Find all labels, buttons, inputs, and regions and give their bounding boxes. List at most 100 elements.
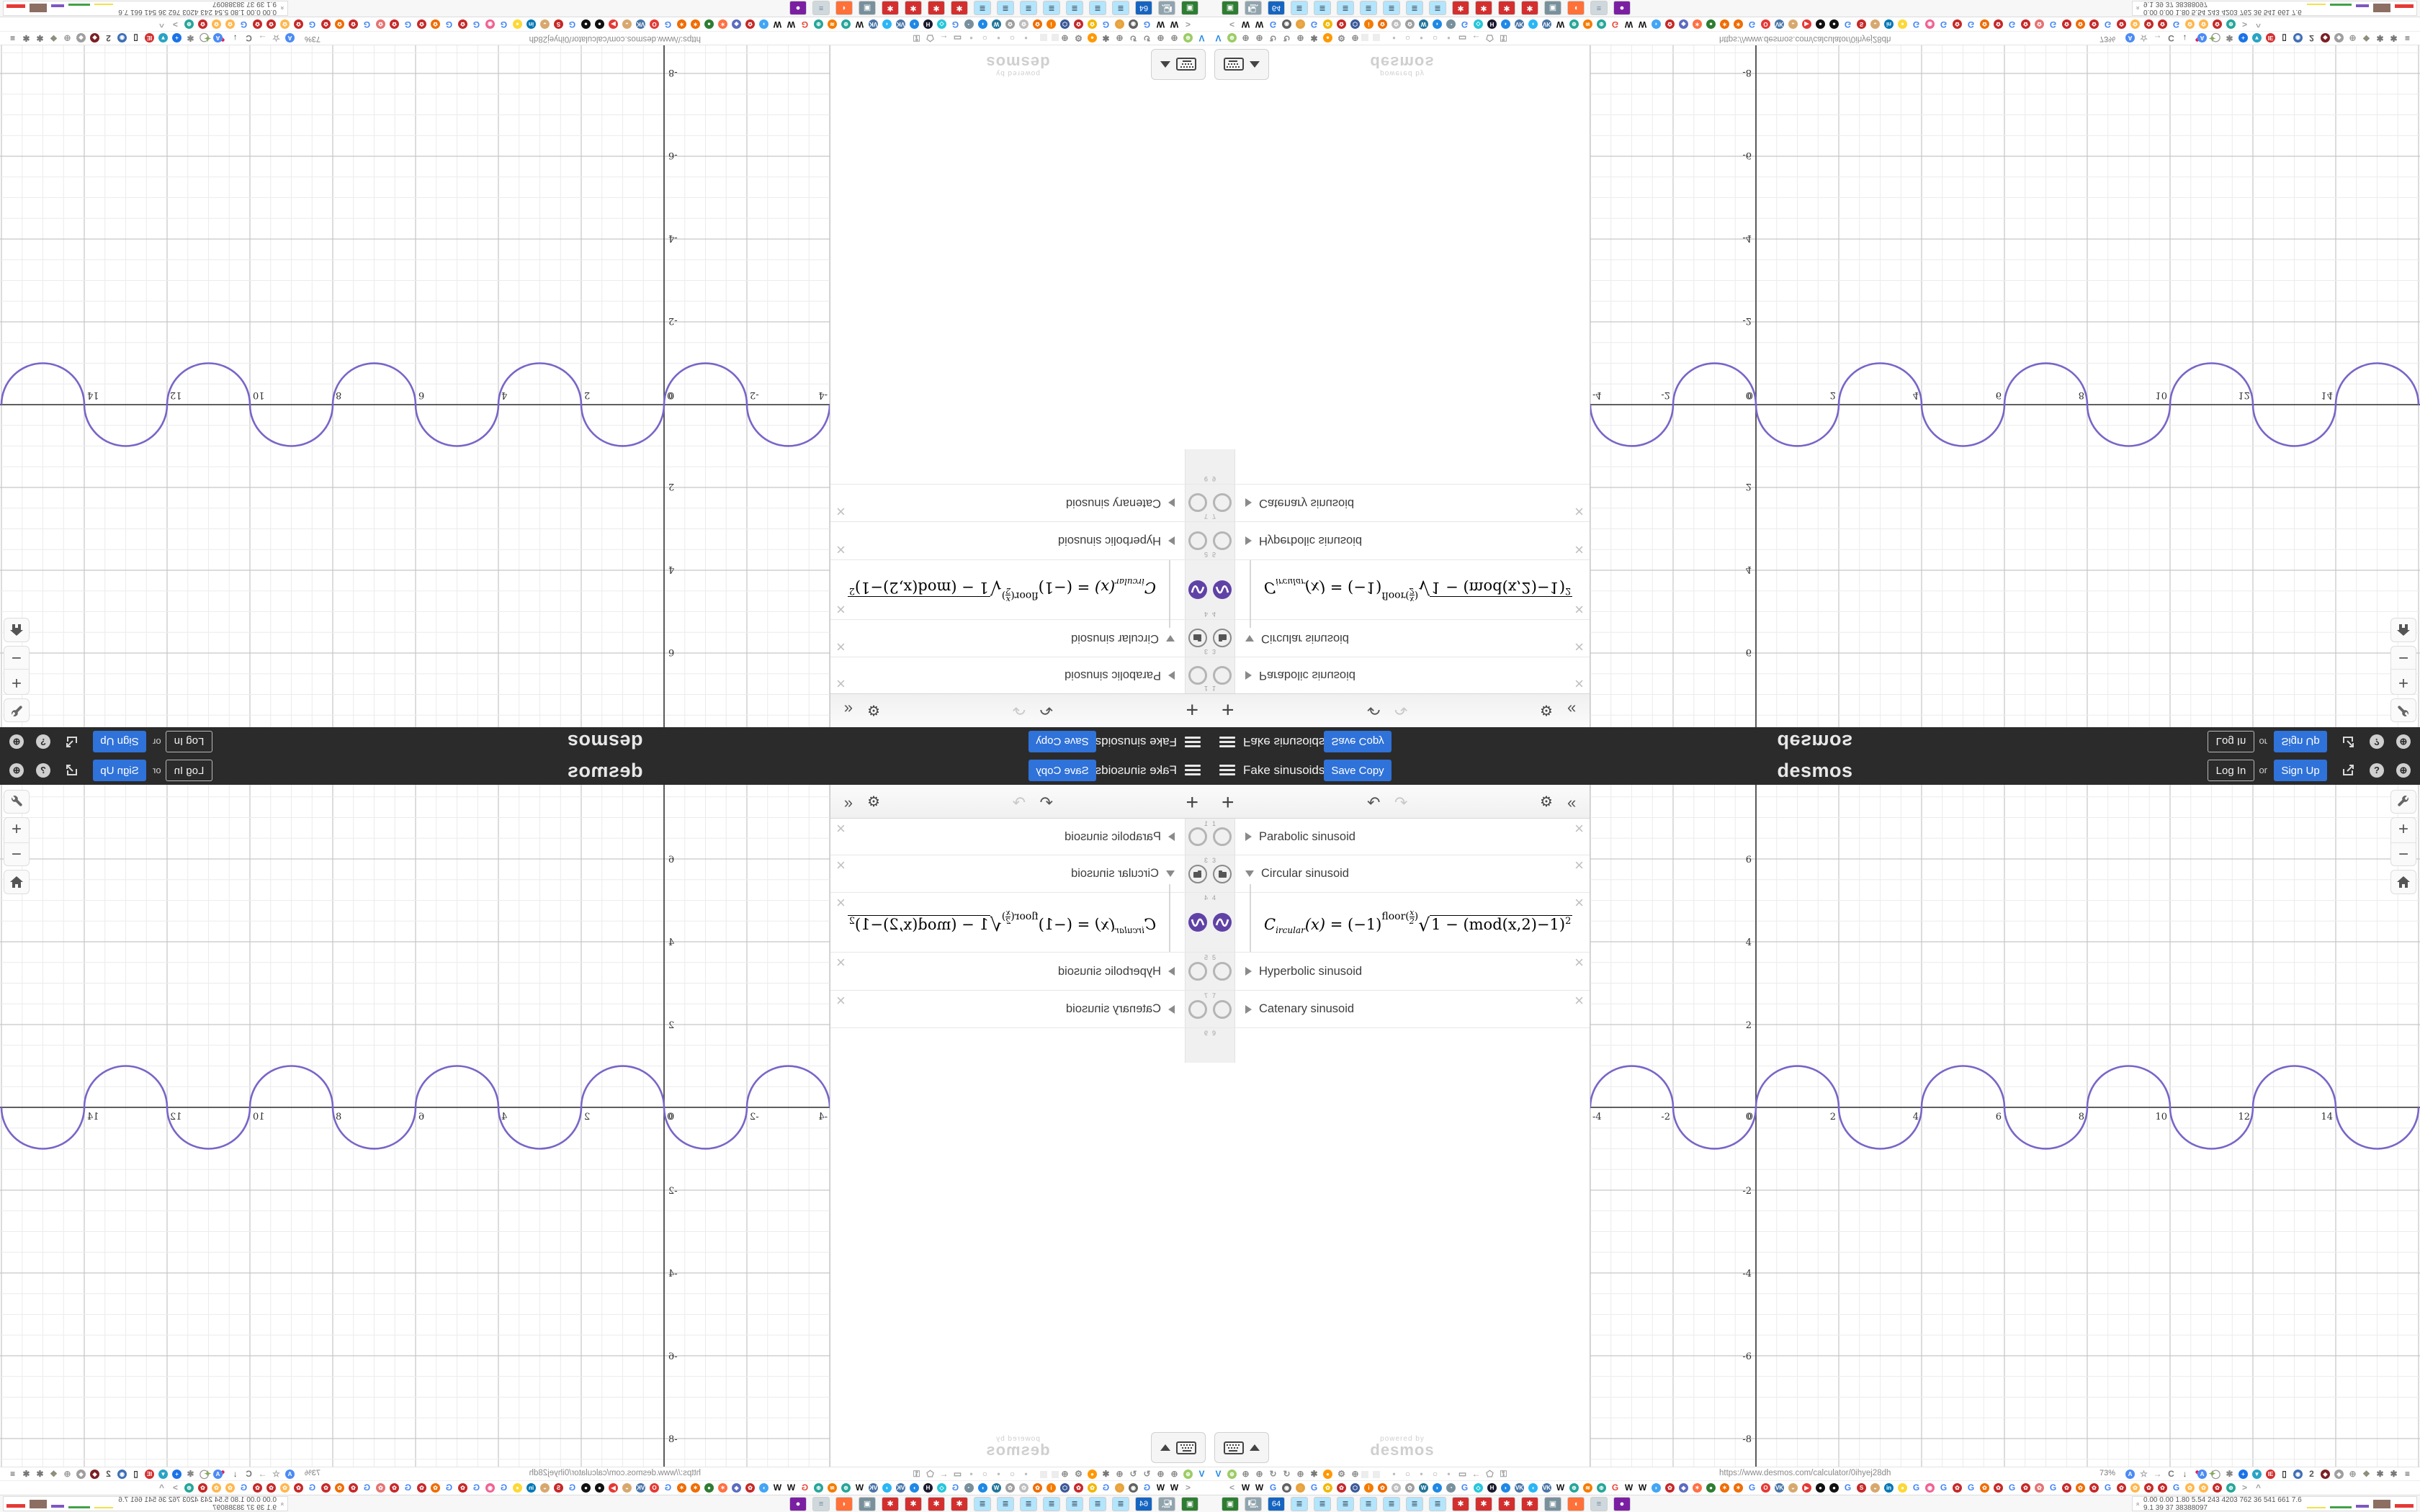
extension-icon[interactable]: ✱ xyxy=(22,33,30,44)
extension-icon[interactable]: ⊕ xyxy=(1061,33,1069,44)
extension-icon[interactable]: ◉ xyxy=(115,32,129,43)
folder-icon[interactable] xyxy=(1188,629,1207,648)
tab-favicon[interactable]: i xyxy=(1362,1483,1376,1494)
tab-favicon[interactable]: ◌ xyxy=(1294,19,1307,30)
tab-favicon[interactable]: W xyxy=(1624,1482,1634,1493)
tab-favicon[interactable]: G xyxy=(1102,19,1110,30)
extension-icon[interactable]: ▼ xyxy=(156,1469,170,1480)
tab-favicon[interactable]: ◌ xyxy=(1294,1483,1307,1494)
extension-icon[interactable]: ⊕ xyxy=(1255,33,1263,44)
tab-favicon[interactable]: G xyxy=(1940,19,1948,30)
tab-favicon[interactable]: ✿ xyxy=(1403,19,1417,30)
tab-favicon[interactable]: G xyxy=(1912,1482,1920,1493)
tab-favicon[interactable]: ^ xyxy=(159,19,165,30)
tab-favicon[interactable]: ◒ xyxy=(620,19,634,30)
extension-icon[interactable]: ✱ xyxy=(2226,33,2233,44)
tab-favicon[interactable]: G xyxy=(951,19,959,30)
tab-favicon[interactable]: ◗ xyxy=(908,19,921,30)
expression-row-folder[interactable]: 1 Parabolic sinusoid × xyxy=(830,819,1210,855)
tab-favicon[interactable]: ✿ xyxy=(374,1483,387,1494)
tab-favicon[interactable]: ✿ xyxy=(319,19,333,30)
quick-launch-icon[interactable]: 🖳 xyxy=(1245,1,1262,15)
extension-icon[interactable]: ↻ xyxy=(1129,33,1137,44)
toolbar-icon[interactable]: ○ xyxy=(1009,33,1016,44)
keyboard-button[interactable] xyxy=(1151,49,1206,80)
help-icon[interactable]: ? xyxy=(36,763,50,778)
collapse-panel-icon[interactable]: « xyxy=(840,785,857,819)
tab-favicon[interactable]: G xyxy=(2049,19,2057,30)
extension-icon[interactable]: IE xyxy=(2264,32,2277,43)
toolbar-icon[interactable]: ○ xyxy=(1009,1468,1016,1479)
tab-favicon[interactable]: G xyxy=(500,19,508,30)
graph-paper[interactable]: -4 -2 0 2 4 6 8 10 12 14 0 6 4 2 -2 -4 -6 -8 + − xyxy=(0,785,830,1467)
tab-favicon[interactable]: in xyxy=(524,1483,538,1494)
delete-row-icon[interactable]: × xyxy=(836,856,846,874)
quick-launch-icon[interactable]: ≣ xyxy=(1360,1,1377,15)
tab-favicon[interactable]: ✿ xyxy=(251,1483,264,1494)
chevron-right-icon[interactable] xyxy=(1245,1004,1252,1014)
tab-favicon[interactable]: ⬡ xyxy=(1348,1483,1362,1494)
tab-favicon[interactable]: G xyxy=(1310,1482,1318,1493)
tab-favicon[interactable]: > xyxy=(2241,19,2247,30)
tab-favicon[interactable]: ✶ xyxy=(689,19,702,30)
tab-favicon[interactable]: G xyxy=(2008,19,2016,30)
quick-launch-icon[interactable]: 🖳 xyxy=(1158,1,1175,15)
tab-favicon[interactable]: ⊕ xyxy=(2224,1483,2238,1494)
toolbar-icon[interactable]: ← xyxy=(939,33,949,44)
keyboard-button[interactable] xyxy=(1214,1432,1269,1463)
tab-favicon[interactable]: G xyxy=(404,19,412,30)
tab-favicon[interactable]: ◗ xyxy=(1499,1483,1512,1494)
extension-icon[interactable]: ◆ xyxy=(74,1469,88,1480)
expression-row-empty[interactable]: 9 xyxy=(830,449,1210,484)
tab-favicon[interactable]: G xyxy=(1748,1482,1756,1493)
quick-launch-icon[interactable]: ≣ xyxy=(1020,1,1037,15)
tab-favicon[interactable]: W xyxy=(1624,19,1634,30)
tab-favicon[interactable]: VK xyxy=(1515,19,1524,29)
home-button[interactable] xyxy=(2390,870,2416,894)
quick-launch-icon[interactable]: ● xyxy=(1613,1497,1631,1511)
extension-icon[interactable]: ⊕ xyxy=(1296,33,1304,44)
chevron-right-icon[interactable] xyxy=(1168,1004,1175,1014)
extension-icon[interactable]: ◉ xyxy=(2291,1469,2305,1480)
delete-row-icon[interactable]: × xyxy=(1574,953,1584,971)
tab-favicon[interactable]: ✿ xyxy=(1031,19,1044,30)
folder-label[interactable]: Catenary sinusoid xyxy=(1065,497,1161,510)
folder-label[interactable]: Hyperbolic sinusoid xyxy=(1259,964,1363,978)
tab-favicon[interactable]: ● xyxy=(511,19,524,30)
extension-icon[interactable]: ● xyxy=(1321,1469,1335,1480)
tab-favicon[interactable]: W xyxy=(1638,19,1647,30)
tab-favicon[interactable]: ● xyxy=(1814,19,1827,30)
tab-favicon[interactable]: W xyxy=(1255,1482,1264,1493)
quick-launch-icon[interactable]: ≣ xyxy=(1066,1,1083,15)
extension-icon[interactable]: ⊕ xyxy=(1170,33,1178,44)
expression-row-empty[interactable]: 9 xyxy=(1210,1028,1590,1063)
extension-icon[interactable]: ● xyxy=(1085,1469,1099,1480)
address-url[interactable]: https://www.desmos.com/calculator/0ihyej… xyxy=(529,35,701,43)
sign-up-button[interactable]: Sign Up xyxy=(93,760,146,781)
tab-favicon[interactable]: ▶ xyxy=(606,19,620,30)
quick-launch-icon[interactable]: ✱ xyxy=(1452,1497,1469,1511)
expression-row-folder[interactable]: 3 Circular sinusoid × xyxy=(1210,619,1590,657)
toolbar-icon[interactable]: • xyxy=(1392,1468,1396,1479)
plotted-curve[interactable] xyxy=(1590,1065,2420,1150)
tab-favicon[interactable]: S xyxy=(1855,19,1868,30)
zoom-out-button[interactable]: − xyxy=(2398,845,2408,864)
tab-favicon[interactable]: G xyxy=(1310,19,1318,30)
tab-favicon[interactable]: ✿ xyxy=(1072,19,1085,30)
redo-icon[interactable]: ↷ xyxy=(1008,693,1030,727)
chevron-icon[interactable]: » xyxy=(2133,6,2141,11)
chevron-down-icon[interactable] xyxy=(1245,635,1254,642)
tab-favicon[interactable]: ✿ xyxy=(1017,19,1031,30)
quick-launch-icon[interactable]: 64 xyxy=(1268,1497,1285,1511)
tab-favicon[interactable]: ✿ xyxy=(251,19,264,30)
tab-favicon[interactable]: < xyxy=(1229,19,1234,30)
tab-favicon[interactable]: ✿ xyxy=(210,1483,223,1494)
folder-toggle-icon[interactable] xyxy=(1213,999,1232,1019)
edit-list-gear-icon[interactable]: ⚙ xyxy=(1536,785,1557,819)
tab-favicon[interactable]: G xyxy=(363,19,371,30)
extension-icon[interactable]: A xyxy=(211,32,225,43)
nav-icon[interactable]: A xyxy=(283,1469,297,1480)
quick-launch-icon[interactable]: ✱ xyxy=(951,1497,968,1511)
tab-favicon[interactable]: G xyxy=(1102,1482,1110,1493)
nav-icon[interactable]: → xyxy=(2153,1468,2162,1479)
